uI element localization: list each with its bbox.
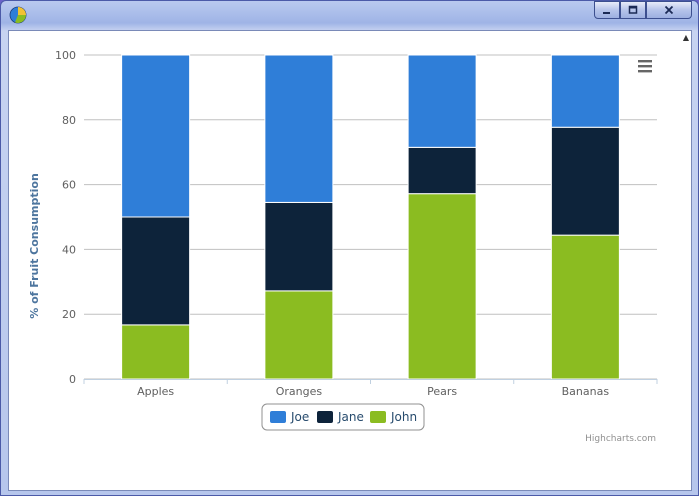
x-tick-label: Apples	[137, 385, 174, 398]
legend: Joe Jane John	[261, 403, 425, 431]
y-tick-label: 20	[62, 308, 76, 321]
stacked-percent-column-chart: 0 20 40 60 80 100 Apples Oranges Pears Bananas %…	[28, 49, 658, 444]
chart-container: ▲ 0 20 40 60 80 100 Apples Oranges Pears Bananas…	[8, 30, 692, 491]
bar-joe-oranges	[264, 54, 334, 203]
legend-item-joe[interactable]: Joe	[270, 410, 309, 424]
bar-jane-pears	[407, 146, 477, 195]
y-axis-label: % of Fruit Consumption	[28, 173, 41, 319]
credits-link[interactable]: Highcharts.com	[585, 434, 656, 444]
y-tick-label: 40	[62, 243, 76, 256]
bar-john-pears	[407, 193, 477, 380]
bar-joe-bananas	[550, 54, 620, 128]
title-bar[interactable]	[1, 1, 698, 29]
legend-swatch	[317, 411, 333, 423]
bar-john-oranges	[264, 290, 334, 380]
legend-swatch	[270, 411, 286, 423]
legend-label: John	[390, 410, 417, 424]
x-tick-label: Bananas	[562, 385, 610, 398]
y-tick-label: 60	[62, 179, 76, 192]
y-axis-tick-labels: 0 20 40 60 80 100	[55, 49, 76, 386]
legend-swatch	[370, 411, 386, 423]
bar-jane-apples	[121, 216, 191, 326]
legend-label: Joe	[290, 410, 309, 424]
legend-label: Jane	[337, 410, 364, 424]
y-tick-label: 0	[69, 373, 76, 386]
bar-jane-bananas	[550, 126, 620, 236]
bar-joe-pears	[407, 54, 477, 148]
minimize-button[interactable]	[594, 1, 620, 19]
x-tick-label: Pears	[427, 385, 457, 398]
bar-john-apples	[121, 324, 191, 380]
bar-john-bananas	[550, 234, 620, 380]
minimize-icon	[603, 12, 610, 14]
maximize-button[interactable]	[620, 1, 646, 19]
pie-chart-app-icon	[9, 6, 27, 24]
chart-context-menu-button[interactable]	[633, 55, 655, 75]
bar-jane-oranges	[264, 201, 334, 292]
scroll-up-arrow-icon[interactable]: ▲	[682, 33, 690, 42]
close-icon	[664, 5, 674, 15]
close-button[interactable]	[646, 1, 692, 19]
legend-box	[261, 403, 425, 431]
bars	[121, 54, 620, 380]
hamburger-menu-icon	[638, 60, 652, 73]
y-tick-label: 80	[62, 114, 76, 127]
x-tick-label: Oranges	[276, 385, 323, 398]
maximize-icon	[628, 5, 638, 14]
y-tick-label: 100	[55, 49, 76, 62]
legend-item-john[interactable]: John	[370, 410, 417, 424]
x-axis: Apples Oranges Pears Bananas	[83, 379, 658, 398]
legend-item-jane[interactable]: Jane	[317, 410, 364, 424]
bar-joe-apples	[121, 54, 191, 218]
